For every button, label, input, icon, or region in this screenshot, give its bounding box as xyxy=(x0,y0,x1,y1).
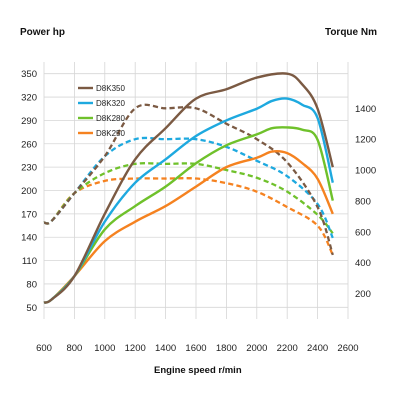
right-tick-label-1000: 1000 xyxy=(355,166,376,177)
chart-grid xyxy=(43,62,349,319)
d8k250-power-line xyxy=(43,149,334,304)
x-tick-label-1200: 1200 xyxy=(125,343,146,354)
d8k320-power-line xyxy=(43,97,334,304)
right-tick-label-600: 600 xyxy=(355,227,371,238)
left-tick-label-290: 290 xyxy=(21,116,37,127)
left-tick-label-320: 320 xyxy=(21,93,37,104)
x-tick-label-1000: 1000 xyxy=(94,343,115,354)
x-tick-label-1400: 1400 xyxy=(155,343,176,354)
d8k250-torque-line xyxy=(43,177,334,256)
d8k350-legend-label: D8K350 xyxy=(96,84,125,93)
right-tick-label-800: 800 xyxy=(355,196,371,207)
left-tick-label-50: 50 xyxy=(26,303,37,314)
d8k350-torque-line xyxy=(43,103,334,256)
x-tick-label-1800: 1800 xyxy=(216,343,237,354)
left-tick-label-230: 230 xyxy=(21,163,37,174)
torque-axis-title: Torque Nm xyxy=(324,27,377,38)
engine-speed-axis-title: Engine speed r/min xyxy=(154,365,242,376)
left-tick-label-350: 350 xyxy=(21,69,37,80)
right-tick-label-400: 400 xyxy=(355,258,371,269)
left-tick-label-140: 140 xyxy=(21,233,37,244)
d8k280-torque-line xyxy=(43,162,334,235)
x-tick-label-1600: 1600 xyxy=(185,343,206,354)
right-tick-label-200: 200 xyxy=(355,289,371,300)
x-tick-label-2400: 2400 xyxy=(307,343,328,354)
x-tick-label-2200: 2200 xyxy=(277,343,298,354)
left-tick-label-260: 260 xyxy=(21,139,37,150)
d8k350-power-line xyxy=(43,72,334,304)
right-tick-label-1200: 1200 xyxy=(355,135,376,146)
right-tick-label-1400: 1400 xyxy=(355,104,376,115)
left-tick-label-200: 200 xyxy=(21,186,37,197)
d8k280-legend-label: D8K280 xyxy=(96,114,125,123)
chart-series xyxy=(43,72,334,304)
d8k320-legend-label: D8K320 xyxy=(96,99,125,108)
left-tick-label-170: 170 xyxy=(21,209,37,220)
chart-legend: D8K350 D8K320 D8K280 D8K250 xyxy=(78,84,125,138)
power-axis-title: Power hp xyxy=(20,27,66,38)
chart-tick-labels: 600 800 1000 1200 1400 1600 1800 2000 2200 2400 26… xyxy=(21,69,376,354)
x-tick-label-2600: 2600 xyxy=(337,343,358,354)
x-tick-label-600: 600 xyxy=(36,343,52,354)
left-tick-label-110: 110 xyxy=(22,256,37,267)
d8k250-legend-label: D8K250 xyxy=(96,129,125,138)
left-tick-label-80: 80 xyxy=(26,279,37,290)
x-tick-label-2000: 2000 xyxy=(246,343,267,354)
x-tick-label-800: 800 xyxy=(66,343,82,354)
